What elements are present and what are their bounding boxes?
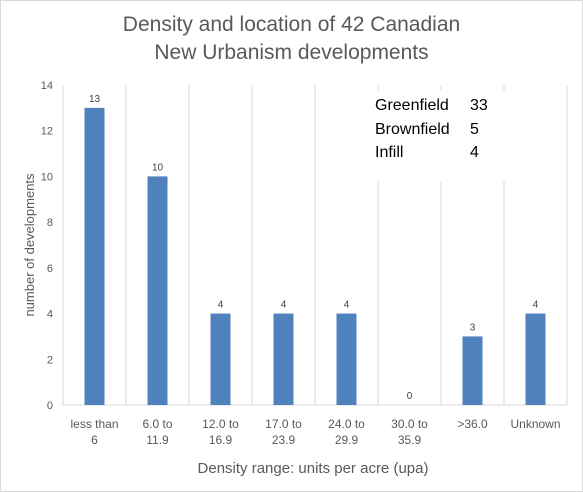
data-label: 4 [533, 300, 539, 311]
inset-table: Greenfield 33 Brownfield 5 Infill 4 [363, 91, 523, 181]
chart-title: Density and location of 42 Canadian New … [1, 11, 582, 67]
x-tick-label: 29.9 [335, 433, 359, 447]
x-tick-label: 6 [91, 433, 98, 447]
data-label: 3 [470, 322, 476, 333]
x-tick-label: >36.0 [457, 417, 488, 431]
bar [336, 313, 357, 405]
x-tick-label: 35.9 [398, 433, 422, 447]
chart-title-line-1: Density and location of 42 Canadian [122, 13, 461, 36]
data-label: 4 [218, 300, 224, 311]
inset-row-brownfield: Brownfield 5 [375, 121, 479, 139]
data-label: 13 [89, 94, 101, 105]
y-tick-label: 10 [41, 171, 53, 183]
bar [273, 313, 294, 405]
x-tick-label: 12.0 to [202, 417, 239, 431]
y-tick-label: 12 [41, 126, 53, 138]
bar [525, 313, 546, 405]
x-axis-title: Density range: units per acre (upa) [198, 460, 429, 477]
inset-label-greenfield: Greenfield [375, 97, 449, 114]
x-tick-label: 24.0 to [328, 417, 365, 431]
y-tick-label: 8 [47, 217, 53, 229]
inset-row-greenfield: Greenfield 33 [375, 97, 488, 115]
y-tick-label: 0 [47, 400, 53, 412]
chart-title-line-2: New Urbanism developments [154, 41, 429, 64]
y-tick-label: 4 [47, 309, 53, 321]
bar [462, 336, 483, 405]
inset-value-greenfield: 33 [470, 97, 488, 114]
x-tick-label: 23.9 [272, 433, 296, 447]
inset-label-brownfield: Brownfield [375, 121, 450, 138]
inset-row-infill: Infill 4 [375, 144, 479, 162]
x-tick-label: 17.0 to [265, 417, 302, 431]
y-tick-label: 2 [47, 354, 53, 366]
x-tick-label: 6.0 to [142, 417, 172, 431]
bar [210, 313, 231, 405]
x-tick-label: Unknown [510, 417, 560, 431]
y-tick-label: 6 [47, 263, 53, 275]
x-tick-label: 11.9 [146, 433, 169, 447]
data-label: 4 [344, 300, 350, 311]
bar [84, 107, 105, 405]
data-label: 4 [281, 300, 287, 311]
y-tick-label: 14 [41, 80, 53, 92]
y-axis-title: number of developments [22, 173, 37, 317]
inset-value-infill: 4 [470, 144, 479, 161]
inset-label-infill: Infill [375, 144, 404, 161]
bar [147, 176, 168, 405]
x-tick-label: less than [70, 417, 118, 431]
inset-value-brownfield: 5 [470, 121, 479, 138]
data-label: 10 [152, 162, 164, 173]
data-label: 0 [407, 391, 413, 402]
x-tick-label: 30.0 to [391, 417, 428, 431]
x-tick-label: 16.9 [209, 433, 233, 447]
